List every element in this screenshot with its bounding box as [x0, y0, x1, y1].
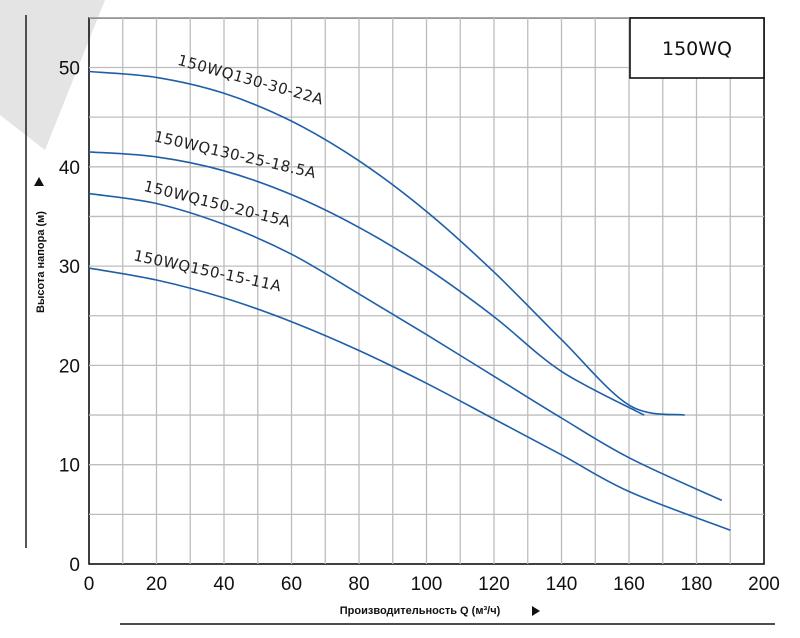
x-tick-labels: 0 20 40 60 80 100 120 140 160 180 200 — [84, 574, 780, 595]
y-axis-label: Высота напора (м) — [35, 211, 47, 313]
y-tick-label: 10 — [59, 456, 80, 477]
x-tick-label: 80 — [348, 574, 369, 595]
y-tick-label: 30 — [59, 257, 80, 278]
y-tick-labels: 0 10 20 30 40 50 — [59, 59, 80, 577]
x-tick-label: 140 — [546, 574, 578, 595]
x-tick-label: 40 — [213, 574, 234, 595]
curve-1 — [88, 151, 645, 416]
x-axis-arrow-icon — [532, 606, 540, 616]
title-box — [629, 17, 765, 79]
y-tick-label: 50 — [59, 59, 80, 80]
x-tick-label: 120 — [478, 574, 510, 595]
grid — [89, 17, 764, 564]
y-tick-label: 0 — [69, 555, 80, 576]
curve-labels: 150WQ130-30-22A150WQ130-25-18.5A150WQ150… — [132, 51, 326, 295]
y-tick-label: 20 — [59, 356, 80, 377]
x-tick-label: 20 — [146, 574, 167, 595]
curve-0 — [88, 70, 685, 416]
curve-label-2: 150WQ150-20-15A — [142, 177, 293, 231]
y-axis-arrow-icon — [34, 177, 44, 186]
curve-label-0: 150WQ130-30-22A — [176, 51, 326, 109]
x-tick-label: 0 — [84, 574, 95, 595]
chart-title: 150WQ — [662, 38, 732, 60]
curve-label-3: 150WQ150-15-11A — [132, 246, 283, 295]
curve-3 — [88, 267, 731, 531]
y-tick-label: 40 — [59, 158, 80, 179]
x-axis-label: Производительность Q (м³/ч) — [340, 605, 501, 617]
curves — [88, 70, 731, 531]
x-tick-label: 60 — [281, 574, 302, 595]
x-tick-label: 200 — [748, 574, 780, 595]
x-tick-label: 180 — [681, 574, 713, 595]
x-tick-label: 100 — [411, 574, 443, 595]
x-tick-label: 160 — [613, 574, 645, 595]
curve-2 — [88, 192, 723, 502]
